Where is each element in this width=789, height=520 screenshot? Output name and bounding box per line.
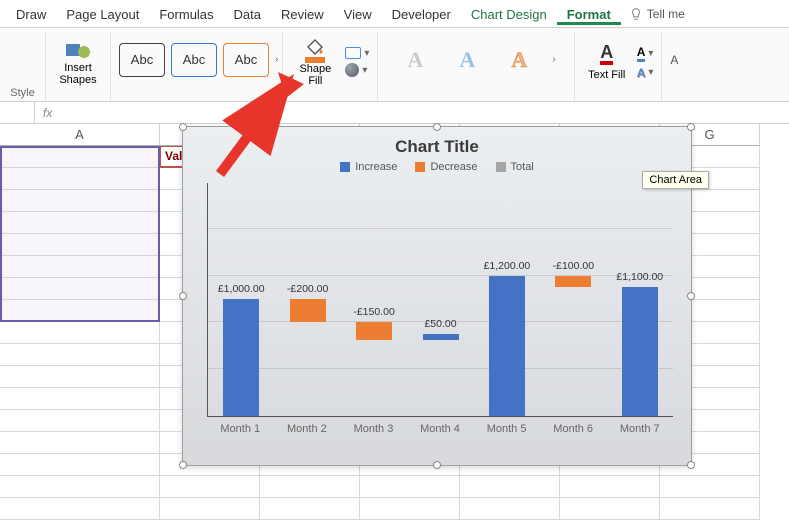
data-label: £1,100.00 [605, 271, 675, 283]
text-fill-button[interactable]: A Text Fill [583, 34, 631, 90]
paint-bucket-icon [304, 37, 326, 57]
resize-handle[interactable] [179, 123, 187, 131]
effects-icon [345, 63, 359, 77]
tab-view[interactable]: View [334, 3, 382, 25]
lightbulb-icon [629, 7, 643, 21]
data-label: -£200.00 [273, 283, 343, 295]
chart-x-axis: Month 1Month 2Month 3Month 4Month 5Month… [207, 423, 673, 435]
shape-style-1[interactable]: Abc [119, 43, 165, 77]
chevron-down-icon: ▾ [648, 67, 653, 78]
chevron-down-icon: ▾ [648, 48, 653, 59]
data-label: -£150.00 [339, 306, 409, 318]
x-category: Month 1 [207, 423, 274, 435]
text-effects-icon: A [637, 66, 646, 80]
style-group-label: Style [10, 85, 34, 99]
tab-review[interactable]: Review [271, 3, 334, 25]
resize-handle[interactable] [433, 123, 441, 131]
fx-label: fx [35, 106, 60, 120]
chevron-down-icon: ▾ [364, 48, 369, 59]
x-category: Month 4 [407, 423, 474, 435]
formula-bar: fx [0, 102, 789, 124]
chart-legend[interactable]: Increase Decrease Total [183, 161, 691, 179]
shapes-icon [64, 38, 92, 62]
x-category: Month 2 [274, 423, 341, 435]
tab-chart-design[interactable]: Chart Design [461, 3, 557, 25]
legend-swatch [496, 162, 506, 172]
text-fill-icon: A [600, 42, 613, 63]
x-category: Month 6 [540, 423, 607, 435]
ribbon: Style Insert Shapes Abc Abc Abc › [0, 28, 789, 102]
chart-title[interactable]: Chart Title [183, 127, 691, 161]
text-outline-icon: A [637, 45, 646, 62]
tab-formulas[interactable]: Formulas [149, 3, 223, 25]
text-fill-label: Text Fill [588, 69, 625, 81]
legend-swatch [415, 162, 425, 172]
name-box[interactable] [0, 102, 35, 123]
x-category: Month 5 [473, 423, 540, 435]
shape-outline-button[interactable]: ▾ [345, 47, 369, 59]
shape-style-3[interactable]: Abc [223, 43, 269, 77]
tab-draw[interactable]: Draw [6, 3, 56, 25]
tell-me-label: Tell me [647, 7, 685, 21]
resize-handle[interactable] [179, 461, 187, 469]
shape-fill-button[interactable]: Shape Fill [291, 34, 339, 90]
tell-me[interactable]: Tell me [629, 7, 685, 21]
insert-shapes-button[interactable]: Insert Shapes [54, 34, 102, 90]
wordart-style-2[interactable]: A [448, 45, 486, 75]
tab-developer[interactable]: Developer [382, 3, 461, 25]
legend-swatch [340, 162, 350, 172]
col-header-a[interactable]: A [0, 124, 160, 146]
chart-plot-area[interactable]: £1,000.00-£200.00 -£150.00£50.00 £1,200.00… [207, 183, 673, 417]
wordart-style-3[interactable]: A [500, 45, 538, 75]
data-label: £50.00 [406, 318, 476, 330]
legend-label: Increase [355, 161, 397, 173]
resize-handle[interactable] [687, 123, 695, 131]
wordart-style-1[interactable]: A [396, 45, 434, 75]
x-category: Month 3 [340, 423, 407, 435]
shape-fill-label: Shape Fill [299, 63, 331, 87]
shape-style-2[interactable]: Abc [171, 43, 217, 77]
data-label: £1,200.00 [472, 260, 542, 272]
tab-data[interactable]: Data [224, 3, 271, 25]
insert-shapes-label: Insert Shapes [59, 62, 96, 86]
legend-label: Total [511, 161, 534, 173]
resize-handle[interactable] [687, 461, 695, 469]
chevron-down-icon: ▾ [362, 65, 367, 76]
outline-icon [345, 47, 361, 59]
data-label: -£100.00 [538, 260, 608, 272]
shape-styles-more-icon[interactable]: › [275, 54, 278, 65]
text-effects-button[interactable]: A▾ [637, 66, 654, 80]
x-category: Month 7 [606, 423, 673, 435]
legend-label: Decrease [430, 161, 477, 173]
wordart-styles-more-icon[interactable]: › [552, 54, 555, 65]
spreadsheet-grid[interactable]: A B C D E F G Value Chart Area Chart Tit… [0, 124, 789, 520]
shape-effects-button[interactable]: ▾ [345, 63, 369, 77]
text-outline-button[interactable]: A▾ [637, 45, 654, 62]
tab-format[interactable]: Format [557, 3, 621, 25]
ribbon-tabs: Draw Page Layout Formulas Data Review Vi… [0, 0, 789, 28]
tab-page-layout[interactable]: Page Layout [56, 3, 149, 25]
resize-handle[interactable] [179, 292, 187, 300]
data-label: £1,000.00 [206, 283, 276, 295]
chart-object[interactable]: Chart Area Chart Title Increase Decrease… [182, 126, 692, 466]
resize-handle[interactable] [687, 292, 695, 300]
resize-handle[interactable] [433, 461, 441, 469]
